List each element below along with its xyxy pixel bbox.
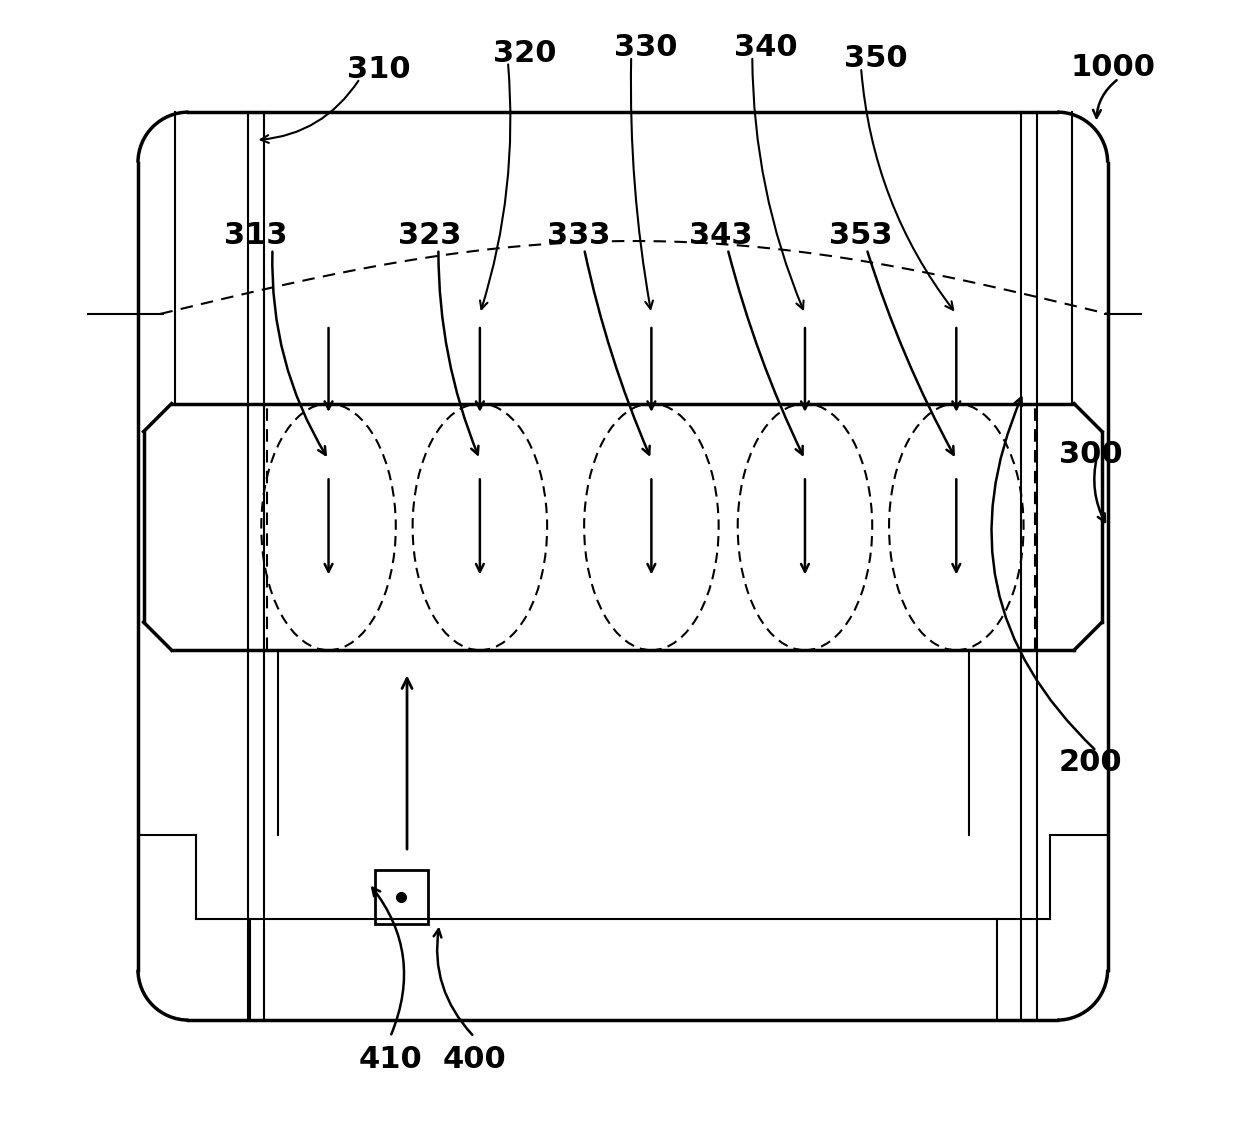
Text: 400: 400 [443,1045,506,1074]
Bar [374,870,428,924]
Text: 310: 310 [347,55,410,84]
Text: 200: 200 [1059,748,1122,777]
Text: 333: 333 [547,221,610,250]
Text: 353: 353 [830,221,893,250]
Text: 343: 343 [689,221,753,250]
Text: 330: 330 [614,33,677,62]
Text: 320: 320 [494,39,557,68]
Text: 350: 350 [843,44,908,73]
Text: 313: 313 [224,221,288,250]
Text: 300: 300 [1059,439,1122,469]
Text: 340: 340 [734,33,797,62]
Text: 323: 323 [398,221,461,250]
Text: 410: 410 [358,1045,422,1074]
Text: 1000: 1000 [1071,53,1156,82]
